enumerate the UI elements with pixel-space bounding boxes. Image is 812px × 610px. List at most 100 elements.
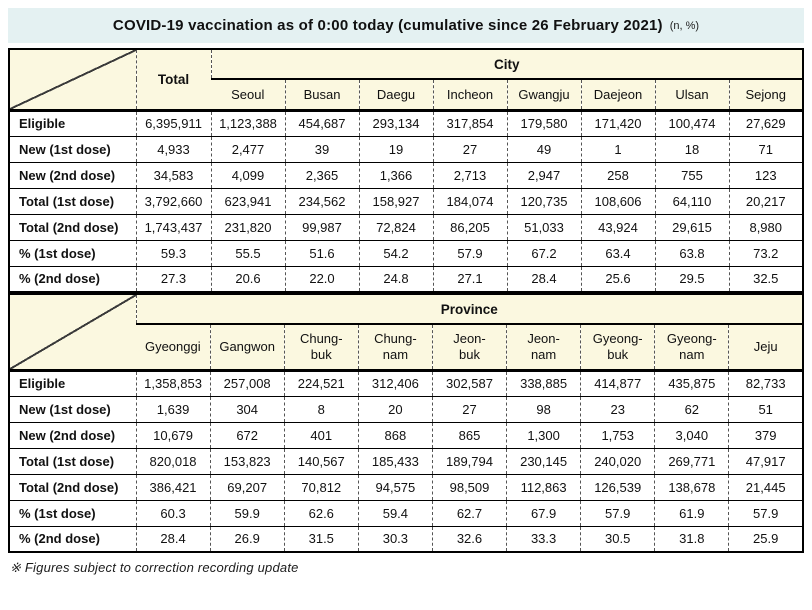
data-cell: 454,687: [284, 109, 359, 136]
data-cell: 258: [580, 161, 655, 188]
data-cell: 94,575: [357, 473, 433, 500]
data-cell: 25.6: [580, 265, 655, 292]
data-cell: 138,678: [654, 473, 729, 500]
row-label: % (1st dose): [9, 239, 136, 266]
data-cell: 19: [358, 135, 433, 162]
total-cell: 3,792,660: [135, 187, 211, 214]
data-cell: 51,033: [506, 213, 581, 240]
table-row: % (1st dose) 60.3 59.9 62.6 59.4 62.7 67.9 57.9…: [9, 499, 803, 526]
row-label: Total (1st dose): [9, 447, 136, 474]
data-cell: 1,300: [506, 421, 581, 448]
table-row: Eligible 6,395,911 1,123,388 454,687 293,134…: [9, 109, 803, 136]
data-cell: 126,539: [580, 473, 655, 500]
data-cell: 2,713: [432, 161, 507, 188]
data-cell: 386,421: [135, 473, 211, 500]
column-header: Jeon- buk: [431, 324, 507, 370]
data-cell: 57.9: [432, 239, 507, 266]
data-cell: 60.3: [135, 499, 211, 526]
data-cell: 414,877: [580, 369, 655, 396]
data-cell: 672: [209, 421, 285, 448]
footnote: ※ Figures subject to correction recordin…: [10, 560, 299, 575]
data-cell: 62.6: [283, 499, 359, 526]
data-cell: 868: [357, 421, 433, 448]
row-label: % (2nd dose): [9, 265, 136, 292]
column-header: Gyeonggi: [136, 324, 211, 370]
data-cell: 99,987: [284, 213, 359, 240]
data-cell: 8,980: [728, 213, 803, 240]
data-cell: 82,733: [728, 369, 803, 396]
total-column-header: Total: [135, 49, 211, 110]
data-cell: 70,812: [283, 473, 359, 500]
data-cell: 27.1: [432, 265, 507, 292]
row-label: New (1st dose): [9, 395, 136, 422]
province-group-header: Province: [135, 294, 803, 325]
data-cell: 755: [654, 161, 729, 188]
data-cell: 64,110: [654, 187, 729, 214]
row-label: New (1st dose): [9, 135, 136, 162]
data-cell: 293,134: [358, 109, 433, 136]
table-row: New (2nd dose) 34,583 4,099 2,365 1,366 2,713…: [9, 161, 803, 188]
data-cell: 49: [506, 135, 581, 162]
column-header: Sejong: [728, 79, 803, 110]
table-row: New (1st dose) 1,639 304 8 20 27 98 23 62 51: [9, 395, 803, 422]
data-cell: 72,824: [358, 213, 433, 240]
data-cell: 140,567: [283, 447, 359, 474]
data-cell: 22.0: [284, 265, 359, 292]
data-cell: 31.5: [283, 525, 359, 552]
data-cell: 312,406: [357, 369, 433, 396]
row-label: % (1st dose): [9, 499, 136, 526]
province-column-header-row: Gyeonggi Gangwon Chung- buk Chung- nam Jeon-…: [9, 324, 803, 370]
data-cell: 2,947: [506, 161, 581, 188]
data-cell: 28.4: [135, 525, 211, 552]
column-header: Chung- buk: [283, 324, 359, 370]
city-table-group-header-row: Total City: [9, 49, 803, 110]
page-title: COVID-19 vaccination as of 0:00 today (c…: [112, 17, 663, 34]
column-header: Gwangju: [506, 79, 581, 110]
table-row: Total (1st dose) 3,792,660 623,941 234,562 1…: [9, 187, 803, 214]
column-header: Gyeong- buk: [580, 324, 655, 370]
data-cell: 18: [654, 135, 729, 162]
data-cell: 51: [728, 395, 803, 422]
row-label: Eligible: [9, 109, 136, 136]
row-label: Eligible: [9, 369, 136, 396]
column-header: Jeju: [728, 324, 803, 370]
column-header: Ulsan: [654, 79, 729, 110]
data-cell: 3,040: [654, 421, 729, 448]
data-cell: 39: [284, 135, 359, 162]
column-header: Gyeong- nam: [654, 324, 729, 370]
total-cell: 34,583: [135, 161, 211, 188]
table-row: Total (2nd dose) 1,743,437 231,820 99,987 72…: [9, 213, 803, 240]
row-label: % (2nd dose): [9, 525, 136, 552]
data-cell: 1,123,388: [210, 109, 285, 136]
table-row: % (2nd dose) 28.4 26.9 31.5 30.3 32.6 33.3 30.5…: [9, 525, 803, 552]
data-cell: 171,420: [580, 109, 655, 136]
data-cell: 1,753: [580, 421, 655, 448]
column-header: Daegu: [358, 79, 433, 110]
data-cell: 100,474: [654, 109, 729, 136]
data-cell: 32.6: [431, 525, 507, 552]
province-vaccination-table: Province Gyeonggi Gangwon Chung- buk Chung-…: [8, 293, 804, 553]
data-cell: 120,735: [506, 187, 581, 214]
column-header: Jeon- nam: [506, 324, 581, 370]
column-header: Gangwon: [209, 324, 285, 370]
table-row: Total (1st dose) 820,018 153,823 140,567 185…: [9, 447, 803, 474]
data-cell: 59.4: [357, 499, 433, 526]
data-cell: 27,629: [728, 109, 803, 136]
data-cell: 23: [580, 395, 655, 422]
table-row: % (2nd dose) 27.3 20.6 22.0 24.8 27.1 28.4 25.6…: [9, 265, 803, 292]
data-cell: 623,941: [210, 187, 285, 214]
total-cell: 1,743,437: [135, 213, 211, 240]
table-row: Total (2nd dose) 386,421 69,207 70,812 94,57…: [9, 473, 803, 500]
table-row: New (1st dose) 4,933 2,477 39 19 27 49 1 18 71: [9, 135, 803, 162]
data-cell: 240,020: [580, 447, 655, 474]
data-cell: 47,917: [728, 447, 803, 474]
data-cell: 1,358,853: [135, 369, 211, 396]
data-cell: 69,207: [209, 473, 285, 500]
data-cell: 317,854: [432, 109, 507, 136]
data-cell: 20,217: [728, 187, 803, 214]
row-label: New (2nd dose): [9, 421, 136, 448]
corner-diagonal-cell: [9, 49, 136, 110]
data-cell: 230,145: [506, 447, 581, 474]
data-cell: 61.9: [654, 499, 729, 526]
